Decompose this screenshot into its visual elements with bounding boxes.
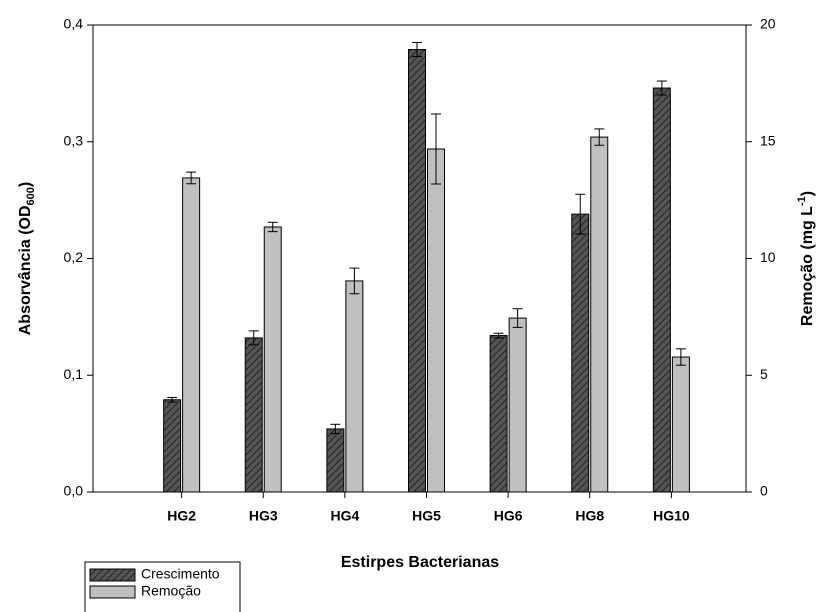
- y-axis-label: Absorvância (OD600): [17, 182, 37, 336]
- bar: [571, 213, 590, 493]
- bar: [345, 280, 364, 493]
- y-tick-label: 0,4: [64, 16, 84, 32]
- bar: [671, 356, 690, 493]
- legend-swatch: [89, 568, 136, 582]
- bar: [163, 399, 182, 493]
- y2-tick-label: 15: [760, 132, 776, 148]
- y2-axis-label-part: ): [799, 191, 816, 196]
- bar: [408, 49, 426, 493]
- error-bar: [675, 348, 686, 366]
- error-bar: [431, 113, 441, 185]
- x-tick-label: HG10: [653, 508, 690, 524]
- y2-tick-label: 10: [760, 249, 776, 265]
- x-tick-label: HG3: [249, 508, 278, 524]
- bar: [427, 148, 445, 493]
- y2-tick-label: 0: [760, 483, 768, 499]
- y-tick-label: 0,0: [64, 483, 84, 499]
- x-tick-label: HG6: [494, 508, 523, 524]
- error-bar: [656, 80, 667, 96]
- x-tick-label: HG8: [575, 508, 604, 524]
- y-tick-label: 0,2: [64, 249, 84, 265]
- error-bar: [330, 423, 341, 435]
- bar: [652, 87, 671, 493]
- y-tick-label: 0,1: [64, 366, 84, 382]
- y2-tick-label: 5: [760, 366, 768, 382]
- bar: [244, 337, 263, 493]
- bar: [263, 226, 282, 493]
- bar: [590, 136, 609, 493]
- bar: [508, 317, 527, 493]
- error-bar: [248, 330, 259, 346]
- error-bar: [267, 221, 278, 233]
- error-bar: [186, 171, 197, 185]
- legend-label: Remoção: [141, 583, 201, 599]
- y2-axis-label: Remoção (mg L-1): [796, 191, 816, 326]
- error-bar: [512, 308, 523, 328]
- bar: [326, 428, 345, 493]
- error-bar: [167, 396, 178, 403]
- error-bar: [412, 42, 422, 58]
- y2-tick-label: 20: [760, 16, 776, 32]
- error-bar: [349, 267, 360, 295]
- error-bar: [594, 128, 605, 146]
- y2-axis-label-part: Remoção (mg L: [799, 206, 816, 326]
- y2-axis-label-part: -1: [796, 196, 808, 206]
- bar: [182, 177, 201, 493]
- x-tick-label: HG2: [167, 508, 196, 524]
- error-bar: [575, 193, 586, 235]
- x-tick-label: HG4: [330, 508, 359, 524]
- y-axis-label-part: Absorvância (OD: [17, 205, 34, 335]
- bar: [489, 335, 508, 493]
- legend-label: Crescimento: [141, 566, 220, 582]
- x-tick-label: HG5: [412, 508, 441, 524]
- x-axis-label: Estirpes Bacterianas: [341, 554, 499, 571]
- legend-swatch: [89, 585, 136, 599]
- y-tick-label: 0,3: [64, 132, 84, 148]
- y-axis-label-part: ): [17, 182, 34, 187]
- error-bar: [493, 332, 504, 339]
- y-axis-label-part: 600: [25, 187, 37, 205]
